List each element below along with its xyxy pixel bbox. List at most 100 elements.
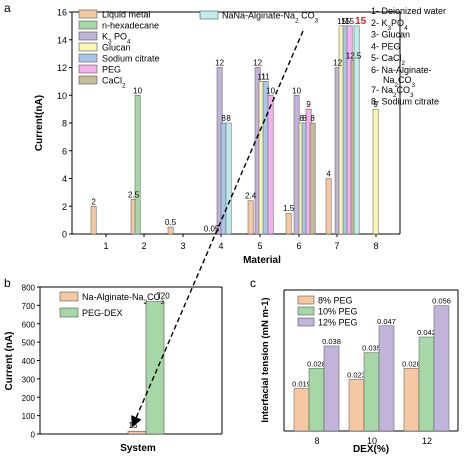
- legend-label-sodium-citrate: Sodium citrate: [102, 54, 160, 64]
- x-tick-label-a: 5: [257, 241, 262, 251]
- annotation-item: 7- Na2CO3: [371, 85, 414, 99]
- y-tick-label-b: 0: [31, 431, 36, 440]
- bar-label-a: 0.5: [165, 218, 177, 227]
- bar-label-c: 0.038: [322, 337, 341, 346]
- bar-liquid-metal-3: [167, 226, 174, 235]
- y-tick-label-a: 16: [57, 8, 67, 18]
- x-tick-label-a: 7: [334, 241, 339, 251]
- legend-label-b-na-alginate-na2co3: Na-Alginate-Na2CO3: [82, 292, 165, 306]
- bar-10-peg-12: [418, 336, 435, 432]
- y-tick-label-b: 300: [22, 375, 36, 384]
- legend-swatch-k3-po4: [78, 31, 98, 41]
- bar-label-a: 12: [333, 59, 342, 68]
- bar-label-a: 15: [341, 17, 350, 26]
- annotation-item: 5- CaCl2: [371, 53, 406, 66]
- bar-label-a: 9: [306, 100, 311, 109]
- bar-label-a: 8: [310, 114, 315, 123]
- bar-label-a: 9: [373, 100, 378, 109]
- bar-10-peg-10: [363, 352, 380, 432]
- legend-swatch-b-peg-dex: [59, 307, 79, 318]
- bar-label-a: 12: [215, 59, 224, 68]
- panel-letter-b: b: [4, 276, 11, 290]
- bar-n-hexadecane-2: [134, 95, 141, 235]
- bar-liquid-metal-7: [325, 178, 332, 235]
- bar-liquid-metal-4: [208, 233, 215, 235]
- y-tick-label-b: 800: [22, 284, 36, 293]
- bar-cacl2-6: [309, 122, 316, 235]
- y-tick-label-a: 6: [62, 146, 67, 156]
- bar-peg-5: [267, 95, 274, 235]
- y-tick-label-a: 14: [57, 35, 67, 45]
- x-axis-label-c: DEX(%): [353, 444, 389, 455]
- bar-label-a: 12: [253, 59, 262, 68]
- bar-label-a: 8: [302, 114, 307, 123]
- bar-label-a: 15: [355, 16, 367, 27]
- annotation-item: 3- Glucan: [371, 30, 410, 40]
- legend-swatch-n-hexadecane: [78, 20, 98, 30]
- x-axis-label-a: Material: [243, 255, 281, 266]
- bar-10-peg-8: [308, 368, 325, 432]
- y-axis-label-c: Interfacial tension (mN m-1): [260, 297, 271, 422]
- bar-label-a: 12.5: [346, 52, 362, 61]
- legend-label-c-8-peg: 8% PEG: [318, 296, 353, 306]
- bar-label-a: 11: [257, 72, 266, 81]
- bar-8-peg-12: [403, 368, 420, 432]
- x-tick-label-c: 12: [422, 436, 432, 446]
- legend-swatch-nana-alginate-na2-co3: [199, 10, 219, 20]
- y-tick-label-b: 200: [22, 394, 36, 403]
- bar-12-peg-8: [323, 345, 340, 432]
- panel-b: 0 100 200 300 400 500 600 700 800 15 720 System Curr…: [4, 284, 223, 454]
- bar-label-a: 1.5: [283, 204, 295, 213]
- bar-8-peg-8: [293, 388, 310, 432]
- legend-swatch-c-8-peg: [297, 295, 315, 305]
- y-tick-label-b: 700: [22, 302, 36, 311]
- y-tick-label-b: 600: [22, 320, 36, 329]
- x-axis-label-b: System: [120, 443, 156, 454]
- bar-label-c: 0.019: [292, 379, 311, 388]
- bar-label-a: 10: [266, 86, 275, 95]
- y-tick-label-a: 8: [62, 119, 67, 129]
- bar-peg-dex: [145, 301, 165, 435]
- legend-swatch-c-12-peg: [297, 317, 315, 327]
- legend-label-cacl2: CaCl2: [102, 76, 126, 90]
- bar-label-a: 11: [261, 72, 270, 81]
- bar-na-alginate-na2co3: [127, 430, 147, 435]
- y-axis-label-b: Current (nA): [4, 332, 15, 391]
- x-tick-label-a: 4: [218, 241, 223, 251]
- bar-label-a: 8: [299, 114, 304, 123]
- legend-swatch-c-10-peg: [297, 306, 315, 316]
- bar-label-a: 0.05: [204, 224, 220, 233]
- bar-nana-alginate-na2-co3-7: [353, 25, 360, 235]
- legend-swatch-peg: [78, 64, 98, 74]
- bar-label-a: 15: [337, 17, 346, 26]
- annotation-item: 1- Deionized water: [371, 6, 446, 16]
- y-tick-label-a: 10: [57, 91, 67, 101]
- bar-label-a: 2.4: [245, 192, 257, 201]
- bar-12-peg-10: [378, 325, 395, 432]
- bar-label-c: 0.023: [347, 371, 366, 380]
- x-tick-label-a: 6: [296, 241, 301, 251]
- bar-liquid-metal-5: [247, 200, 254, 235]
- legend-label-n-hexadecane: n-hexadecane: [102, 21, 159, 31]
- x-tick-label-c: 10: [367, 436, 377, 446]
- bar-label-a: 10: [133, 86, 142, 95]
- panel-c: 8 0.019 0.028 0.038 10 0.023 0.035 0.047 12 0.028…: [260, 289, 459, 455]
- bar-liquid-metal-6: [285, 212, 292, 235]
- bar-label-c: 0.028: [402, 359, 421, 368]
- bar-label-a: 8: [226, 114, 231, 123]
- y-tick-label-a: 2: [62, 202, 67, 212]
- x-tick-label-c: 8: [314, 436, 319, 446]
- legend-swatch-glucan: [78, 42, 98, 52]
- legend-label-c-10-peg: 10% PEG: [318, 307, 358, 317]
- panel-letter-a: a: [4, 1, 11, 15]
- y-axis-label-a: Current(nA): [34, 95, 45, 151]
- legend-label-k3-po4: K3 PO4: [102, 32, 131, 46]
- bar-label-a: 10: [292, 86, 301, 95]
- y-tick-label-b: 100: [22, 412, 36, 421]
- legend-label-liquid-metal: Liquid metal: [102, 10, 151, 20]
- y-tick-label-b: 500: [22, 339, 36, 348]
- annotation-item: 8- Sodium citrate: [371, 97, 439, 107]
- bar-label-c: 0.028: [307, 359, 326, 368]
- y-tick-label-a: 4: [62, 174, 67, 184]
